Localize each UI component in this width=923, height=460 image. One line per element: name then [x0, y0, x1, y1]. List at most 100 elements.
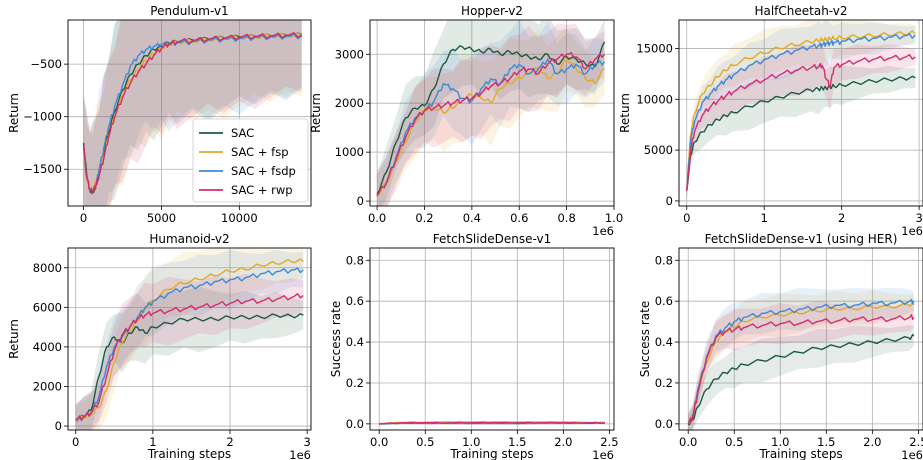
x-tick-label: 1.5 — [508, 435, 526, 449]
y-tick-label: 0.8 — [655, 253, 673, 267]
y-tick-label: 0.6 — [346, 294, 364, 308]
y-tick-label: 3000 — [335, 47, 364, 61]
series-band-0 — [83, 20, 302, 206]
x-tick-label: 0.0 — [368, 211, 386, 225]
y-tick-label: 0.0 — [655, 417, 673, 431]
y-tick-label: 4000 — [33, 340, 62, 354]
chart-panel-2: 0 1 2 3 0 5000 10000 15000 HalfCheetah-v2 Return 1… — [618, 4, 923, 238]
x-tick-label: 2 — [226, 435, 233, 449]
y-tick-label: 0 — [666, 194, 673, 208]
series-band-3 — [377, 23, 605, 206]
series-line-3 — [686, 54, 916, 191]
series-band-3 — [75, 273, 304, 430]
x-tick-label: 3 — [303, 435, 310, 449]
x-tick-label: 0 — [683, 211, 690, 225]
x-tick-label: 0.5 — [416, 435, 434, 449]
series-line-2 — [686, 33, 916, 191]
x-tick-label: 2.5 — [909, 435, 923, 449]
x-tick-label: 0.0 — [370, 435, 388, 449]
y-tick-label: 1000 — [335, 145, 364, 159]
y-tick-label: 0.4 — [655, 335, 673, 349]
series-band-3 — [686, 42, 916, 200]
x-tick-label: 1.5 — [817, 435, 835, 449]
y-tick-label: 0.8 — [346, 253, 364, 267]
series-band-3 — [83, 20, 302, 206]
series-band-2 — [377, 20, 605, 206]
x-tick-label: 0.0 — [679, 435, 697, 449]
series-line-1 — [376, 58, 605, 197]
y-axis-label: Success rate — [638, 301, 652, 378]
x-tick-label: 0 — [80, 211, 87, 225]
series-line-3 — [379, 421, 605, 425]
series-line-3 — [82, 32, 303, 195]
x-tick-label: 0 — [72, 435, 79, 449]
y-axis-label: Return — [7, 93, 21, 133]
x-tick-label: 1 — [149, 435, 156, 449]
y-tick-label: 8000 — [33, 261, 62, 275]
y-tick-label: 0 — [357, 194, 364, 208]
axes-frame — [67, 247, 312, 431]
y-axis-label: Return — [618, 93, 632, 133]
x-axis-multiplier: 1e6 — [592, 224, 614, 238]
series-band-0 — [688, 325, 914, 430]
x-tick-label: 5000 — [147, 211, 176, 225]
chart-panel-1: 0.0 0.2 0.4 0.6 0.8 1.0 0 1000 2000 3000 Hopper-v2… — [309, 4, 623, 238]
y-tick-label: 10000 — [636, 92, 673, 106]
chart-title: FetchSlideDense-v1 — [433, 232, 551, 246]
y-axis-label: Return — [7, 319, 21, 359]
x-tick-label: 0.8 — [557, 211, 575, 225]
x-tick-label: 2.5 — [600, 435, 618, 449]
series-band-0 — [377, 20, 605, 206]
series-line-0 — [687, 333, 915, 426]
y-tick-label: 0.4 — [346, 335, 364, 349]
axes-frame — [67, 19, 312, 207]
chart-panel-3: 0 1 2 3 0 2000 4000 6000 8000 Humanoid-v2 Return Tr… — [7, 232, 312, 460]
x-tick-label: 0.2 — [415, 211, 433, 225]
legend-label-1: SAC + fsp — [231, 145, 289, 159]
x-axis-label: Training steps — [758, 447, 842, 460]
y-tick-label: 15000 — [636, 41, 673, 55]
series-line-3 — [687, 314, 915, 425]
series-band-1 — [377, 27, 605, 206]
series-band-1 — [686, 20, 916, 200]
x-axis-label: Training steps — [449, 447, 533, 460]
axes-frame — [678, 247, 923, 431]
series-band-2 — [83, 20, 302, 206]
y-tick-label: −1000 — [23, 110, 62, 124]
axes-frame — [678, 19, 923, 207]
y-tick-label: −1500 — [23, 162, 62, 176]
y-tick-label: 0.2 — [655, 376, 673, 390]
series-band-2 — [688, 287, 914, 430]
chart-title: FetchSlideDense-v1 (using HER) — [705, 232, 898, 246]
x-tick-label: 0.5 — [725, 435, 743, 449]
chart-title: Hopper-v2 — [461, 4, 523, 18]
series-line-3 — [75, 293, 304, 421]
series-line-0 — [376, 41, 606, 195]
x-tick-label: 0.4 — [463, 211, 481, 225]
legend-label-3: SAC + rwp — [231, 183, 293, 197]
series-band-2 — [75, 249, 304, 430]
y-tick-label: 6000 — [33, 300, 62, 314]
chart-panel-5: 0.0 0.5 1.0 1.5 2.0 2.5 0.0 0.2 0.4 0.6 0.8 FetchSl… — [638, 232, 923, 460]
x-tick-label: 2.0 — [863, 435, 881, 449]
series-band-2 — [686, 20, 916, 201]
series-line-2 — [75, 267, 304, 422]
series-line-0 — [75, 313, 304, 422]
axes-frame — [369, 19, 615, 207]
legend: SAC SAC + fsp SAC + fsdp SAC + rwp — [192, 118, 309, 203]
chart-title: HalfCheetah-v2 — [754, 4, 847, 18]
legend-label-2: SAC + fsdp — [231, 164, 296, 178]
chart-title: Pendulum-v1 — [150, 4, 228, 18]
series-line-3 — [376, 52, 606, 197]
x-axis-multiplier: 1e6 — [901, 224, 923, 238]
chart-panel-0: 0 5000 10000 −1500 −1000 −500 Pendulum-v1 Retur… — [7, 4, 312, 225]
y-axis-label: Success rate — [329, 301, 343, 378]
series-line-2 — [376, 58, 606, 196]
series-band-1 — [688, 290, 914, 430]
x-axis-multiplier: 1e6 — [901, 448, 923, 460]
x-axis-multiplier: 1e6 — [592, 448, 614, 460]
y-tick-label: 0 — [55, 419, 62, 433]
chart-title: Humanoid-v2 — [149, 232, 229, 246]
x-tick-label: 3 — [915, 211, 922, 225]
